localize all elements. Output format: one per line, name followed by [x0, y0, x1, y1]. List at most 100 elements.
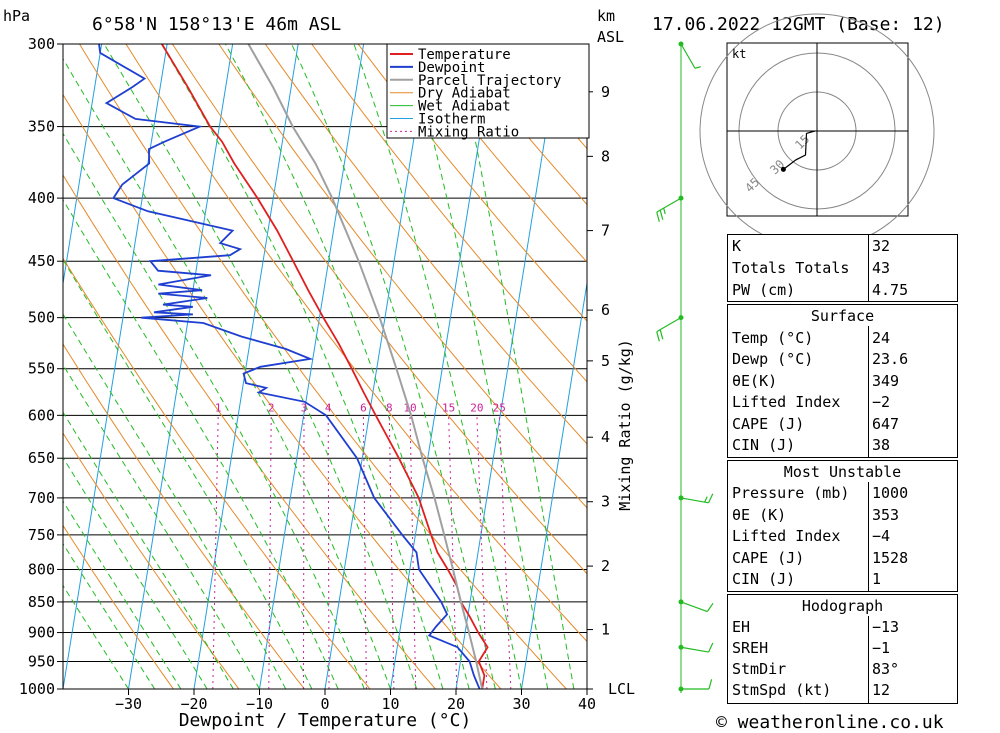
- plot-axes: 3003504004505005506006507007508008509009…: [19, 35, 635, 713]
- wet-adiabat-line: [103, 44, 418, 689]
- km-tick-label: 2: [601, 557, 610, 575]
- mixing-ratio-line: [268, 415, 272, 689]
- legend-label: Dry Adiabat: [418, 86, 511, 102]
- pressure-unit-label: hPa: [3, 7, 30, 25]
- mixing-ratio-line: [327, 415, 330, 689]
- pressure-tick-label: 900: [28, 624, 55, 642]
- x-tick-label: 30: [512, 695, 530, 713]
- km-tick-label: 6: [601, 301, 610, 319]
- wind-barb-flag: [659, 329, 664, 340]
- wet-adiabat-line: [224, 44, 470, 689]
- sounding-series: [98, 44, 489, 689]
- legend-label: Parcel Trajectory: [418, 73, 561, 89]
- dry-adiabat-line: [63, 524, 174, 689]
- datetime-label: 17.06.2022 12GMT (Base: 12): [652, 14, 945, 35]
- temperature-line: [161, 44, 489, 689]
- mixing-ratio-line: [362, 415, 367, 689]
- general-indices-panel: K 32 Totals Totals 43 PW (cm) 4.75: [727, 234, 958, 302]
- mixing-ratio-label: 2: [268, 401, 275, 414]
- wet-adiabat-line: [353, 44, 522, 689]
- mixing-ratio-line: [448, 415, 458, 689]
- surface-row: Dewp (°C) 23.6: [732, 350, 909, 368]
- surface-row: Temp (°C) 24: [732, 329, 891, 347]
- wet-adiabat-line: [63, 411, 234, 689]
- hodograph-row: StmSpd (kt) 12: [732, 681, 891, 699]
- km-tick-label: 1: [601, 621, 610, 639]
- hodograph-point: [780, 166, 786, 172]
- index-row: Totals Totals 43: [732, 259, 891, 277]
- mixing-ratio-label: 20: [470, 401, 483, 414]
- pressure-tick-label: 600: [28, 406, 55, 424]
- mixing-ratio-label: 6: [360, 401, 367, 414]
- mixing-ratio-label: 15: [442, 401, 455, 414]
- isotherm-line: [128, 44, 234, 689]
- km-tick-label: 9: [601, 83, 610, 101]
- km-tick-label: 3: [601, 493, 610, 511]
- surface-row: CAPE (J) 647: [732, 415, 900, 433]
- isotherm-line: [390, 44, 496, 689]
- wind-barb-flag: [706, 602, 714, 612]
- isotherm-line: [63, 44, 103, 287]
- pressure-tick-label: 700: [28, 489, 55, 507]
- dry-adiabat-line: [63, 432, 240, 689]
- surface-row: θE(K) 349: [732, 372, 900, 390]
- wind-barb-flag: [708, 642, 714, 653]
- mixing-ratio-label: 3: [301, 401, 308, 414]
- x-axis-title: Dewpoint / Temperature (°C): [179, 710, 472, 731]
- isotherm-line: [193, 44, 299, 689]
- wind-barb-flag: [659, 209, 664, 220]
- hodograph-row: EH −13: [732, 618, 900, 636]
- most-unstable-row: Lifted Index −4: [732, 527, 891, 545]
- index-row: PW (cm) 4.75: [732, 281, 909, 299]
- wet-adiabat-line: [63, 198, 339, 689]
- dry-adiabat-line: [63, 257, 371, 689]
- pressure-tick-label: 400: [28, 189, 55, 207]
- x-tick-label: 20: [447, 695, 465, 713]
- km-label: km: [597, 7, 615, 25]
- mixing-ratio-line: [498, 415, 512, 689]
- wind-barb: [680, 646, 709, 653]
- legend-label: Isotherm: [418, 112, 485, 128]
- most-unstable-panel: Most Unstable Pressure (mb) 1000 θE (K) 35…: [727, 460, 958, 592]
- wind-barb-flag: [663, 207, 666, 215]
- dry-adiabat-line: [264, 44, 587, 445]
- asl-label: ASL: [597, 28, 624, 46]
- legend-label: Wet Adiabat: [418, 99, 511, 115]
- dry-adiabat-line: [404, 44, 587, 263]
- mixing-ratio-label: 4: [325, 401, 332, 414]
- pressure-tick-label: 350: [28, 118, 55, 136]
- dry-adiabat-line: [63, 174, 436, 689]
- wind-barb-flag: [708, 493, 714, 504]
- wet-adiabat-line: [408, 44, 549, 689]
- wind-barb: [680, 601, 708, 613]
- wind-barb-column: [656, 41, 714, 693]
- wet-adiabat-line: [160, 44, 444, 689]
- mixing-ratio-labels: 1 2 3 4 6 8 10 15 20 25: [215, 401, 506, 414]
- km-tick-label: 5: [601, 352, 610, 370]
- x-tick-label: −20: [180, 695, 207, 713]
- dry-adiabat-line: [63, 93, 502, 689]
- dry-adiabat-line: [218, 44, 587, 509]
- dry-adiabat-line: [79, 44, 567, 689]
- most-unstable-row: CIN (J) 1: [732, 570, 882, 588]
- isotherm-line: [259, 44, 365, 689]
- isotherm-line: [63, 44, 168, 689]
- hodograph-indices-panel: Hodograph EH −13 SREH −1 StmDir 83° StmSpd …: [727, 594, 958, 704]
- wet-adiabat-line: [455, 44, 575, 689]
- pressure-tick-label: 850: [28, 593, 55, 611]
- most-unstable-row: CAPE (J) 1528: [732, 549, 909, 567]
- mixing-ratio-label: 1: [215, 401, 222, 414]
- dry-adiabat-line: [63, 343, 305, 689]
- dry-adiabat-line: [171, 44, 587, 575]
- dry-adiabat-line: [357, 44, 587, 322]
- pressure-tick-label: 750: [28, 526, 55, 544]
- hodograph-title: Hodograph: [801, 597, 884, 615]
- copyright-footer[interactable]: © weatheronline.co.uk: [716, 712, 944, 733]
- km-tick-label: 7: [601, 222, 610, 240]
- wet-adiabat-line: [63, 57, 391, 689]
- most-unstable-title: Most Unstable: [783, 463, 902, 481]
- mixing-ratio-line: [388, 415, 395, 689]
- wind-barb-flag: [656, 211, 660, 222]
- wet-adiabat-line: [63, 132, 365, 689]
